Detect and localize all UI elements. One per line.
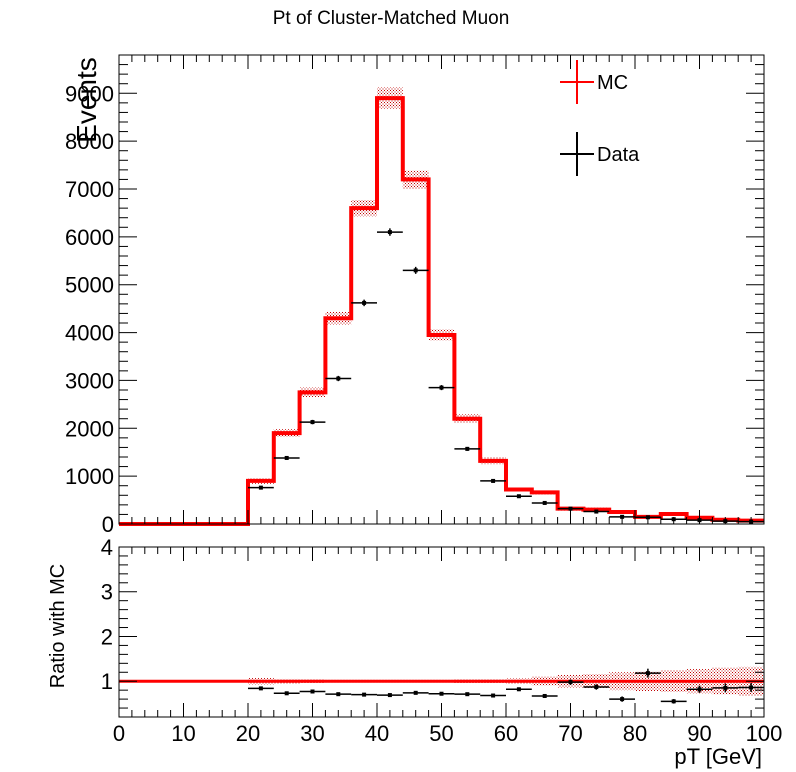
data-point [506,494,532,499]
ratio-points [248,668,764,704]
top-y-axis-label: Events [71,57,102,143]
legend-entry-mc: MC [560,60,628,104]
y-tick-label: 5000 [65,273,114,298]
ratio-point [583,684,610,690]
y-tick-label: 2000 [65,416,114,441]
x-tick-label: 30 [300,721,324,746]
y-tick-label: 0 [102,512,114,537]
x-tick-label: 80 [623,721,647,746]
ratio-y-tick-label: 4 [101,535,113,560]
legend: MC Data [560,60,640,176]
data-point [454,446,481,451]
data-point [377,228,403,236]
x-tick-label: 0 [113,721,125,746]
ratio-point [506,687,532,692]
ratio-point [531,693,558,698]
data-point [248,485,274,490]
ratio-point [402,690,429,695]
y-tick-label: 7000 [65,177,114,202]
x-tick-label: 20 [236,721,260,746]
x-tick-label: 70 [558,721,582,746]
mc-histogram-line [119,96,764,526]
y-tick-label: 8000 [65,129,114,154]
ratio-x-axis: 0 10 20 30 40 50 60 70 80 90 100 [113,547,782,746]
ratio-y-tick-label: 2 [101,624,113,649]
x-tick-label: 10 [171,721,195,746]
y-tick-label: 4000 [65,321,114,346]
ratio-point [351,692,377,697]
data-point [351,299,377,307]
data-point [325,375,352,382]
x-tick-label: 60 [494,721,518,746]
legend-label-data: Data [597,144,640,166]
ratio-point [428,691,455,696]
data-point [531,500,558,505]
legend-label-mc: MC [597,72,628,94]
data-point [299,419,326,425]
y-tick-label: 3000 [65,368,114,393]
data-point [273,455,300,460]
data-point [402,266,429,274]
ratio-point [635,668,661,678]
ratio-point [686,685,713,693]
ratio-point [660,699,687,704]
ratio-point [299,689,326,694]
mc-histogram [119,96,764,526]
ratio-y-axis: 1 2 3 4 [101,535,764,709]
ratio-point [712,683,739,693]
y-tick-label: 1000 [65,464,114,489]
y-tick-label: 9000 [65,81,114,106]
x-axis-label: pT [GeV] [674,744,762,769]
x-tick-label: 50 [429,721,453,746]
data-point [557,506,584,511]
ratio-point [609,696,635,702]
x-tick-label: 90 [687,721,711,746]
main-histogram-panel: 0 1000 2000 3000 4000 5000 6000 7000 8000 9000 Ev… [65,54,765,537]
x-tick-label: 100 [746,721,783,746]
ratio-y-axis-label: Ratio with MC [47,564,69,688]
ratio-point [325,692,352,697]
ratio-y-tick-label: 3 [101,580,113,605]
data-point [428,385,455,391]
data-points [248,228,764,524]
data-point [583,509,610,514]
ratio-y-tick-label: 1 [101,669,113,694]
ratio-point [273,691,300,696]
ratio-panel: 1 2 3 4 0 10 20 30 40 50 60 70 80 90 100 Ratio with M… [47,535,782,769]
chart-title: Pt of Cluster-Matched Muon [273,8,510,29]
ratio-point [480,693,506,698]
top-x-axis-ticks [118,55,765,524]
top-y-axis: 0 1000 2000 3000 4000 5000 6000 7000 8000 9000 [65,54,764,537]
ratio-point [738,683,764,692]
legend-entry-data: Data [560,132,640,176]
x-tick-label: 40 [365,721,389,746]
top-plot-frame [118,54,765,525]
mc-uncertainty-band [248,87,764,522]
ratio-point [454,692,481,697]
data-point [480,478,506,483]
ratio-point [557,679,584,685]
ratio-point [248,686,274,691]
ratio-point [377,693,403,698]
y-tick-label: 6000 [65,225,114,250]
